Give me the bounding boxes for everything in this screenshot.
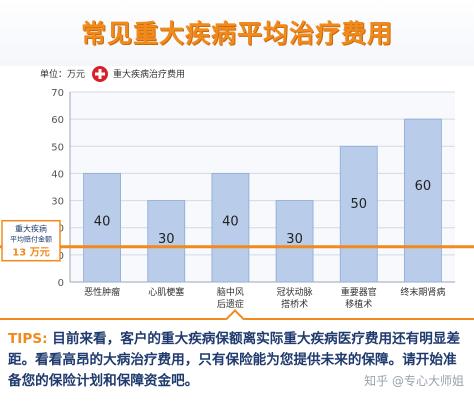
bar-6: [404, 118, 442, 283]
watermark: 知乎 @专心大师姐: [364, 374, 464, 388]
x-tick-label: 冠状动脉: [277, 286, 313, 298]
x-tick-label: 后遗症: [217, 298, 244, 310]
y-tick-label: 0: [58, 278, 64, 289]
y-tick-label: 60: [51, 115, 64, 126]
tips-text-block: TIPS: 目前来看，客户的重大疾病保额离实际重大疾病医疗费用还有明显差距。看看…: [8, 329, 468, 392]
threshold-line2: 平均赔付金额: [10, 235, 52, 244]
y-tick-label: 70: [51, 88, 64, 99]
bar-1: [83, 173, 121, 283]
x-tick-label: 恶性肿瘤: [84, 286, 120, 298]
data-labels: 40 30 40 30 50 60: [94, 179, 431, 247]
x-tick-label: 搭桥术: [281, 298, 308, 310]
bar-4: [275, 200, 314, 283]
y-tick-label: 30: [51, 197, 64, 208]
x-tick-label: 移植术: [345, 298, 372, 310]
y-tick-label: 40: [51, 169, 64, 180]
threshold-line1: 重大疾病: [15, 224, 47, 234]
bar-value-label: 40: [222, 214, 239, 229]
bar-value-label: 60: [415, 179, 432, 194]
bar-3: [211, 173, 250, 283]
bar-value-label: 30: [158, 232, 175, 247]
tips-body: 目前来看，客户的重大疾病保额离实际重大疾病医疗费用还有明显差距。看看高昂的大病治…: [8, 331, 461, 389]
legend-cross-v: [98, 69, 102, 79]
bar-5: [339, 145, 378, 283]
title-band: [0, 0, 474, 66]
tips-divider-notch: [225, 309, 245, 329]
bar-value-label: 50: [350, 197, 367, 212]
tips-label: TIPS:: [8, 331, 48, 347]
unit-label: 单位：万元: [40, 68, 85, 80]
y-tick-label: 50: [51, 142, 64, 153]
x-tick-label: 重要器官: [341, 286, 377, 298]
x-tick-label: 脑中风: [217, 286, 244, 298]
page-title: 常见重大疾病平均治疗费用: [80, 19, 393, 48]
bars: [83, 118, 442, 283]
bar-value-label: 30: [286, 232, 303, 247]
threshold-value: 13 万元: [12, 247, 49, 259]
legend-label: 重大疾病治疗费用: [113, 68, 185, 80]
x-tick-label: 心肌梗塞: [148, 286, 184, 298]
plot-area: [70, 92, 455, 282]
bar-2: [147, 200, 186, 283]
chart-header: 单位：万元 重大疾病治疗费用: [40, 66, 185, 82]
threshold-box: [1, 219, 61, 262]
bar-value-label: 40: [94, 214, 111, 229]
gridlines: [70, 91, 455, 283]
x-tick-label: 终末期肾病: [400, 286, 445, 298]
